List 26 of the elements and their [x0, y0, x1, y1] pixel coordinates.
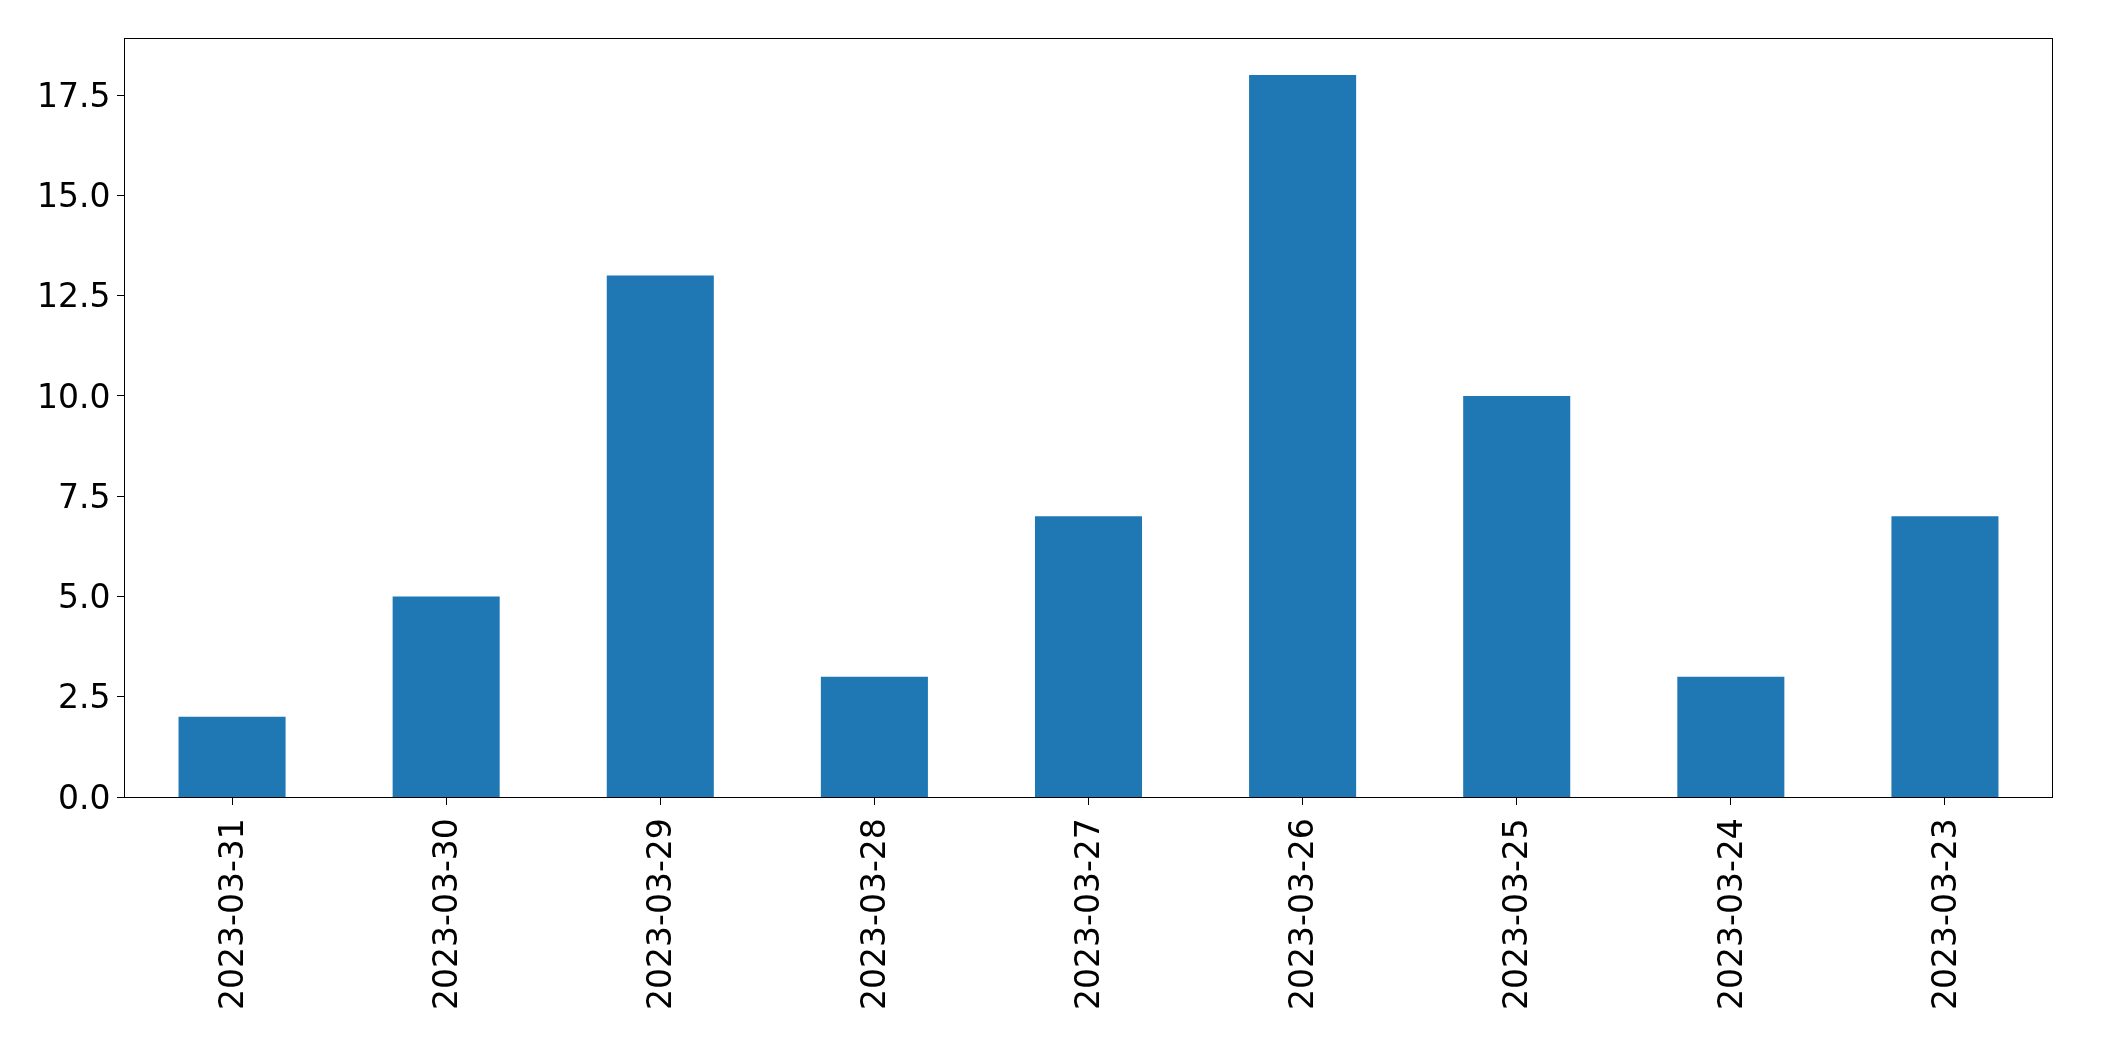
bar	[1891, 516, 1999, 797]
y-tick-label: 17.5	[36, 75, 111, 115]
x-tick-label: 2023-03-31	[211, 818, 251, 1010]
bar	[392, 596, 500, 797]
x-tick-label: 2023-03-26	[1282, 818, 1322, 1010]
y-tick-label: 12.5	[36, 276, 111, 316]
bar	[1034, 516, 1143, 797]
x-tick-label: 2023-03-25	[1496, 818, 1536, 1010]
x-tick-label: 2023-03-27	[1068, 818, 1108, 1010]
y-tick-label: 10.0	[36, 376, 111, 416]
y-tick-label: 0.0	[57, 777, 111, 817]
x-tick-label: 2023-03-28	[854, 818, 894, 1010]
x-tick-label: 2023-03-30	[425, 818, 465, 1010]
bar	[1677, 676, 1785, 797]
y-tick-label: 7.5	[57, 476, 111, 516]
bar	[1463, 395, 1571, 797]
y-tick-label: 2.5	[57, 677, 111, 717]
bar	[178, 716, 286, 797]
bar	[606, 275, 714, 797]
bar	[1249, 75, 1357, 797]
bar	[820, 676, 928, 797]
x-tick-label: 2023-03-29	[640, 818, 680, 1010]
x-tick-label: 2023-03-24	[1710, 818, 1750, 1010]
y-tick-label: 15.0	[36, 175, 111, 215]
x-tick-label: 2023-03-23	[1924, 818, 1964, 1010]
y-tick-label: 5.0	[57, 577, 111, 617]
